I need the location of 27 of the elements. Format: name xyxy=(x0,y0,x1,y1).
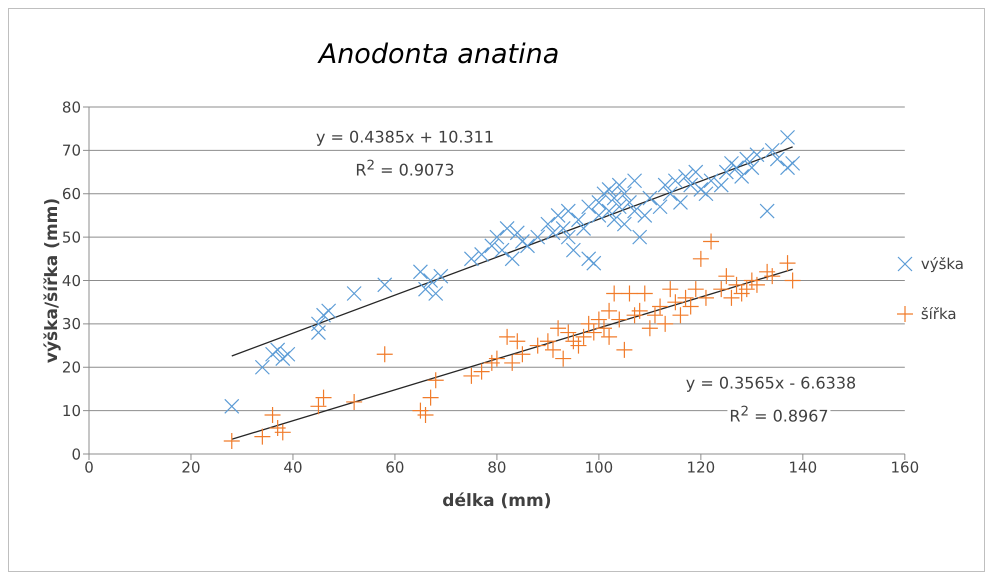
x-tick-label: 80 xyxy=(487,458,506,477)
x-axis-title: délka (mm) xyxy=(442,491,552,511)
y-tick-label: 80 xyxy=(62,98,81,116)
y-axis-title: výška/šířka (mm) xyxy=(42,198,62,364)
x-tick-label: 160 xyxy=(890,458,920,477)
y-tick-label: 40 xyxy=(62,272,81,290)
y-tick-label: 30 xyxy=(62,315,81,334)
annotation: R$^{2}$ = 0.9073 xyxy=(353,158,457,180)
y-tick-label: 50 xyxy=(62,228,81,246)
y-tick-label: 60 xyxy=(62,185,81,204)
annotation: R$^{2}$ = 0.8967 xyxy=(727,404,831,426)
annotation: y = 0.4385x + 10.311 xyxy=(314,128,496,146)
x-tick-label: 60 xyxy=(385,458,404,477)
chart-title: Anodonta anatina xyxy=(316,39,560,70)
legend-label: šířka xyxy=(920,305,957,323)
y-tick-label: 0 xyxy=(71,445,81,464)
x-tick-label: 0 xyxy=(84,458,94,477)
y-tick-label: 10 xyxy=(62,402,81,420)
y-tick-label: 70 xyxy=(62,142,81,160)
y-tick-label: 20 xyxy=(62,358,81,377)
x-tick-label: 120 xyxy=(686,458,716,477)
annotation: y = 0.3565x - 6.6338 xyxy=(684,374,858,392)
x-tick-label: 140 xyxy=(788,458,818,477)
x-tick-label: 100 xyxy=(584,458,614,477)
legend-label: výška xyxy=(920,255,964,273)
x-tick-label: 20 xyxy=(181,458,201,477)
x-tick-label: 40 xyxy=(283,458,302,477)
